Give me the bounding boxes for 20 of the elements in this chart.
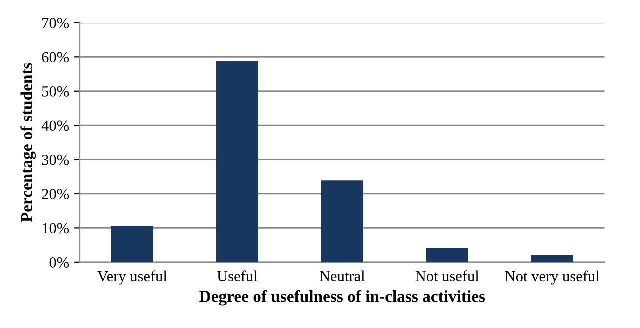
y-tick-label: 20% [42, 189, 70, 200]
bar [111, 226, 154, 262]
y-tick-label: 60% [42, 52, 70, 63]
bar [426, 248, 468, 262]
x-tick-label: Very useful [98, 270, 168, 285]
y-tick-label: 30% [42, 154, 70, 166]
x-tick-label: Not very useful [505, 270, 600, 285]
bar [531, 256, 574, 262]
y-tick-label: 50% [42, 86, 70, 97]
y-axis-title: Percentage of students [20, 63, 36, 222]
bar [216, 61, 258, 262]
x-tick-label: Neutral [320, 270, 365, 282]
x-axis-title: Degree of usefulness of in-class activities [200, 290, 486, 306]
y-tick-label: 10% [42, 223, 70, 234]
y-tick-label: 40% [42, 120, 70, 132]
y-tick-label: 70% [42, 18, 70, 28]
x-tick-label: Useful [217, 270, 258, 282]
x-tick-label: Not useful [416, 270, 480, 282]
y-tick-label: 0% [50, 258, 70, 268]
bar [321, 180, 364, 262]
